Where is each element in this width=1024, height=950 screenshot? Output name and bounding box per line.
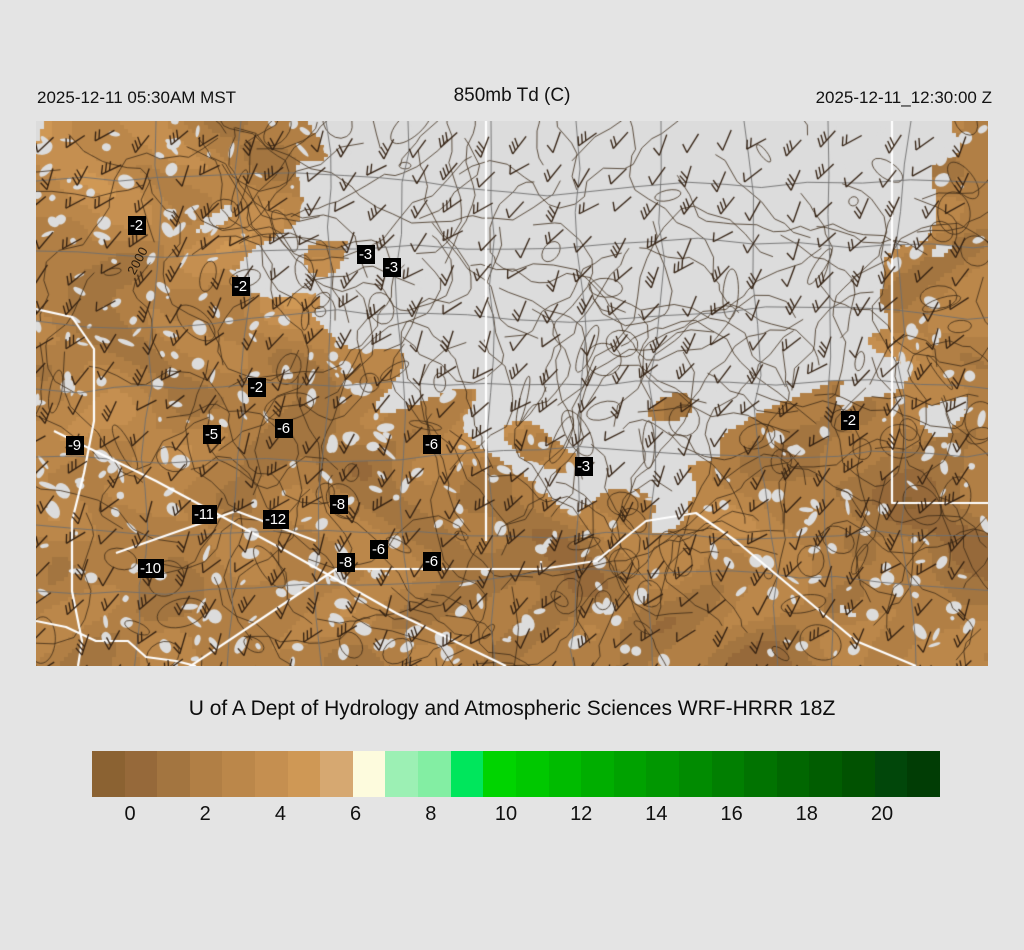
station-label: -9 (66, 436, 84, 455)
colorbar-segments (92, 751, 940, 797)
station-label: -8 (330, 495, 348, 514)
station-label: -6 (423, 552, 441, 571)
colorbar-segment-16 (613, 751, 647, 797)
station-label: -8 (337, 553, 355, 572)
colorbar-segment-4 (222, 751, 256, 797)
colorbar-tick-18: 18 (795, 803, 818, 825)
colorbar-tick-20: 20 (870, 803, 894, 825)
page-title: 850mb Td (C) (453, 85, 571, 106)
colorbar-segment-23 (842, 751, 875, 797)
colorbar-segment-2 (157, 751, 190, 797)
colorbar-tick-14: 14 (645, 803, 668, 825)
colorbar-segment-24 (874, 751, 908, 797)
station-label: -10 (138, 559, 164, 578)
station-label: -2 (248, 378, 266, 397)
station-label: -5 (203, 425, 221, 444)
station-label: -11 (192, 505, 217, 524)
colorbar-segment-10 (418, 751, 451, 797)
colorbar-tick-12: 12 (570, 803, 593, 825)
colorbar-segment-12 (483, 751, 516, 797)
colorbar-tick-16: 16 (720, 803, 743, 825)
colorbar-segment-7 (320, 751, 353, 797)
colorbar-tick-labels: 0 2 4 6 8 10 12 14 16 18 20 (0, 803, 1024, 833)
station-label: -2 (232, 277, 250, 296)
colorbar-tick-6: 6 (350, 803, 362, 825)
station-label: -6 (275, 419, 293, 438)
colorbar-segment-19 (711, 751, 745, 797)
station-label: -6 (370, 540, 388, 559)
colorbar-segment-15 (581, 751, 614, 797)
colorbar-tick-0: 0 (124, 803, 136, 825)
colorbar-tick-2: 2 (199, 803, 211, 825)
colorbar-tick-8: 8 (425, 803, 437, 825)
map-raster-canvas (36, 121, 988, 666)
colorbar-segment-3 (189, 751, 223, 797)
colorbar-segment-21 (776, 751, 810, 797)
colorbar-segment-13 (515, 751, 549, 797)
colorbar[interactable] (92, 751, 940, 797)
colorbar-segment-11 (450, 751, 484, 797)
station-label: -2 (841, 411, 859, 430)
colorbar-segment-17 (646, 751, 679, 797)
weather-map[interactable]: -2 -2 -3 -3 -2 -2 -9 -5 -6 -6 -3 -8 -11 -12 -10 -8 -6 -6 … (36, 121, 988, 666)
station-label: -3 (383, 258, 401, 277)
colorbar-segment-8 (352, 751, 386, 797)
colorbar-segment-14 (548, 751, 582, 797)
colorbar-segment-9 (385, 751, 419, 797)
colorbar-tick-4: 4 (274, 803, 286, 825)
local-time-label: 2025-12-11 05:30AM MST (37, 88, 237, 107)
colorbar-segment-0 (92, 751, 125, 797)
colorbar-segment-6 (287, 751, 321, 797)
colorbar-segment-22 (809, 751, 843, 797)
colorbar-segment-1 (124, 751, 158, 797)
colorbar-tick-10: 10 (494, 803, 518, 825)
station-label: -2 (128, 216, 146, 235)
station-label: -3 (575, 457, 593, 476)
colorbar-segment-18 (678, 751, 712, 797)
colorbar-segment-20 (744, 751, 777, 797)
model-caption: U of A Dept of Hydrology and Atmospheric… (188, 697, 836, 720)
station-label: -3 (357, 245, 375, 264)
colorbar-segment-5 (255, 751, 288, 797)
colorbar-segment-25 (907, 751, 940, 797)
utc-time-label: 2025-12-11_12:30:00 Z (815, 88, 992, 107)
station-label: -6 (423, 435, 441, 454)
station-label: -12 (263, 510, 289, 529)
